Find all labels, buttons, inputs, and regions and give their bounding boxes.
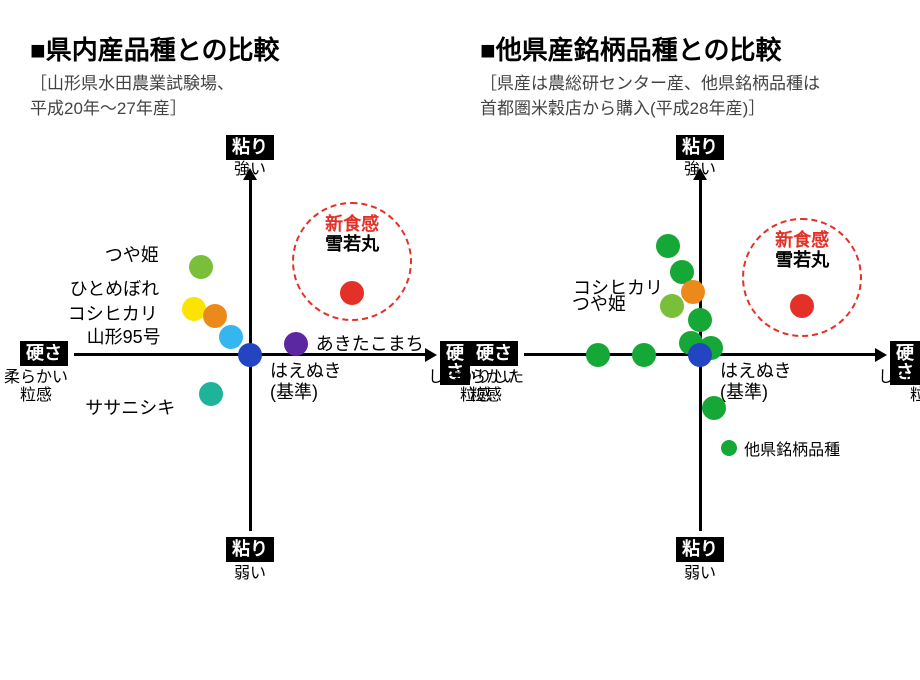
data-point [238,343,262,367]
data-point [586,343,610,367]
point-label: つや姫 [572,294,626,315]
axis-sub-label: 強い [234,161,266,179]
dot-icon [238,343,262,367]
callout-line1: 新食感 [775,230,829,251]
axis-sub-label: 柔らかい粒感 [4,369,68,406]
data-point [660,294,684,318]
legend-dot-icon [721,440,737,456]
dot-icon [632,343,656,367]
chart-area: 硬さ柔らかい粒感硬さしっかりした粒感粘り強い粘り弱い新食感雪若丸コシヒカリつや姫… [480,135,920,575]
dot-icon [681,280,705,304]
dot-icon [199,382,223,406]
point-label: ひとめぼれ [70,279,159,300]
dot-icon [660,294,684,318]
axis-sub-label: 弱い [684,565,716,583]
panel-title: ■県内産品種との比較 [30,30,470,67]
arrow-right-icon [425,348,437,362]
point-label: あきたこまち [316,334,424,355]
dot-icon [284,332,308,356]
panel-title: ■他県産銘柄品種との比較 [480,30,920,67]
axis-label-box: 粘り [226,537,274,562]
data-point [199,382,223,406]
callout-text: 新食感雪若丸 [775,230,829,271]
axis-sub-label: 弱い [234,565,266,583]
point-label: はえぬき(基準) [270,361,342,402]
arrow-right-icon [875,348,887,362]
axis-sub-label: 強い [684,161,716,179]
panel-subtitle-line: ［山形県水田農業試験場、 [30,73,470,96]
data-point [632,343,656,367]
axis-label-box: 硬さ [470,341,518,366]
axis-label-box: 粘り [676,537,724,562]
point-label: コシヒカリ [68,304,158,325]
dot-icon [656,234,680,258]
data-point [681,280,705,304]
panel-subtitle-line: 首都圏米穀店から購入(平成28年産)］ [480,98,920,121]
panel-subtitle-line: 平成20年～27年産］ [30,98,470,121]
callout-line2: 雪若丸 [325,234,379,255]
chart-area: 硬さ柔らかい粒感硬さしっかりした粒感粘り強い粘り弱い新食感雪若丸つや姫ひとめぼれ… [30,135,470,575]
axis-label-box: 粘り [676,135,724,160]
legend: 他県銘柄品種 [721,436,840,460]
point-label: ササニシキ [85,398,175,419]
dot-icon [702,396,726,420]
point-label: はえぬき(基準) [720,361,792,402]
point-label: 山形95号 [87,327,161,348]
axis-sub-label: しっかりした粒感 [878,369,920,406]
data-point [340,281,364,305]
callout-line2: 雪若丸 [775,250,829,271]
axis-label-box: 粘り [226,135,274,160]
point-label: つや姫 [105,245,159,266]
data-point [284,332,308,356]
dot-icon [688,343,712,367]
panel-0: ■県内産品種との比較［山形県水田農業試験場、 平成20年～27年産］硬さ柔らかい… [30,30,470,670]
dot-icon [189,255,213,279]
panel-subtitle-line: ［県産は農総研センター産、他県銘柄品種は [480,73,920,96]
dot-icon [340,281,364,305]
legend-label: 他県銘柄品種 [744,436,840,460]
dot-icon [586,343,610,367]
data-point [688,308,712,332]
dot-icon [790,294,814,318]
data-point [702,396,726,420]
callout-text: 新食感雪若丸 [325,214,379,255]
axis-sub-label: 柔らかい粒感 [454,369,518,406]
axis-label-box: 硬さ [20,341,68,366]
dot-icon [688,308,712,332]
panel-1: ■他県産銘柄品種との比較 ［県産は農総研センター産、他県銘柄品種は 首都圏米穀店か… [480,30,920,670]
data-point [656,234,680,258]
data-point [189,255,213,279]
data-point [688,343,712,367]
callout-line1: 新食感 [325,214,379,235]
data-point [790,294,814,318]
